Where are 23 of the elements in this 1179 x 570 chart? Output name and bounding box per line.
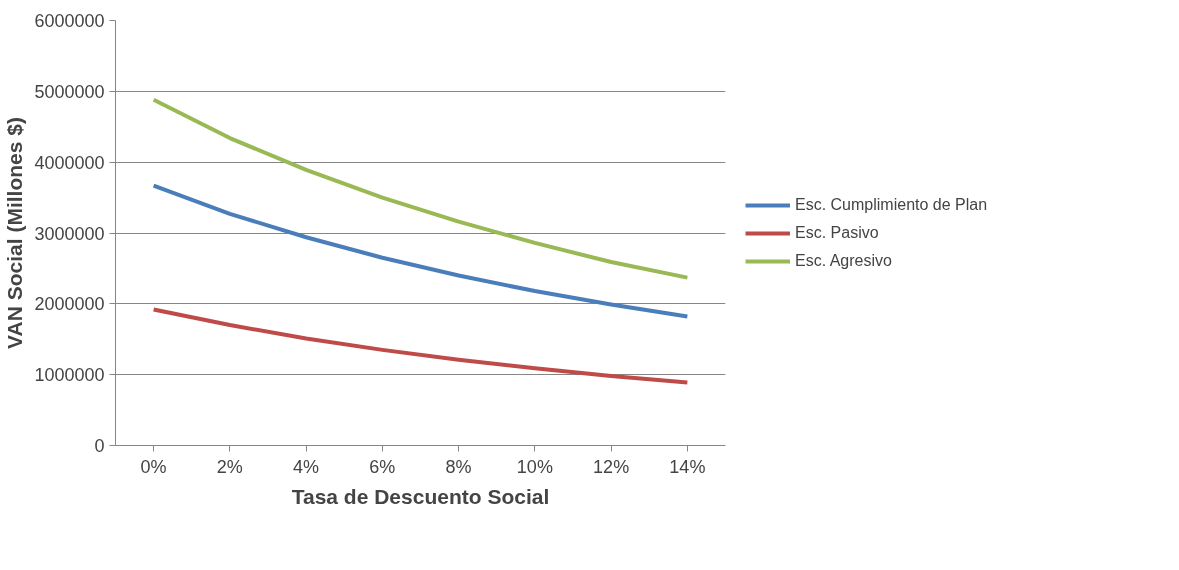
- y-tick-label: 0: [94, 436, 105, 456]
- x-tick-label: 8%: [445, 456, 472, 477]
- x-tick-label: 6%: [369, 456, 396, 477]
- x-tick-label: 14%: [669, 456, 706, 477]
- y-tick-label: 1000000: [34, 365, 105, 386]
- legend-label: Esc. Agresivo: [795, 251, 892, 270]
- line-series: [151, 97, 690, 280]
- line-series: [151, 307, 690, 385]
- y-tick-label: 6000000: [34, 11, 105, 31]
- legend-label: Esc. Cumplimiento de Plan: [795, 195, 988, 214]
- y-tick-label: 4000000: [34, 152, 105, 173]
- x-tick-label: 12%: [593, 456, 630, 477]
- y-axis-title: VAN Social (Millones $): [3, 117, 27, 349]
- legend-label: Esc. Pasivo: [795, 223, 879, 242]
- x-tick-label: 10%: [516, 456, 553, 477]
- y-tick-label: 3000000: [34, 223, 105, 244]
- y-tick-label: 5000000: [34, 81, 105, 102]
- x-tick-label: 4%: [293, 456, 320, 477]
- x-axis-title: Tasa de Descuento Social: [291, 484, 550, 508]
- x-tick-label: 2%: [216, 456, 243, 477]
- line-series: [151, 183, 690, 319]
- y-tick-label: 2000000: [34, 294, 105, 315]
- x-tick-label: 0%: [140, 456, 167, 477]
